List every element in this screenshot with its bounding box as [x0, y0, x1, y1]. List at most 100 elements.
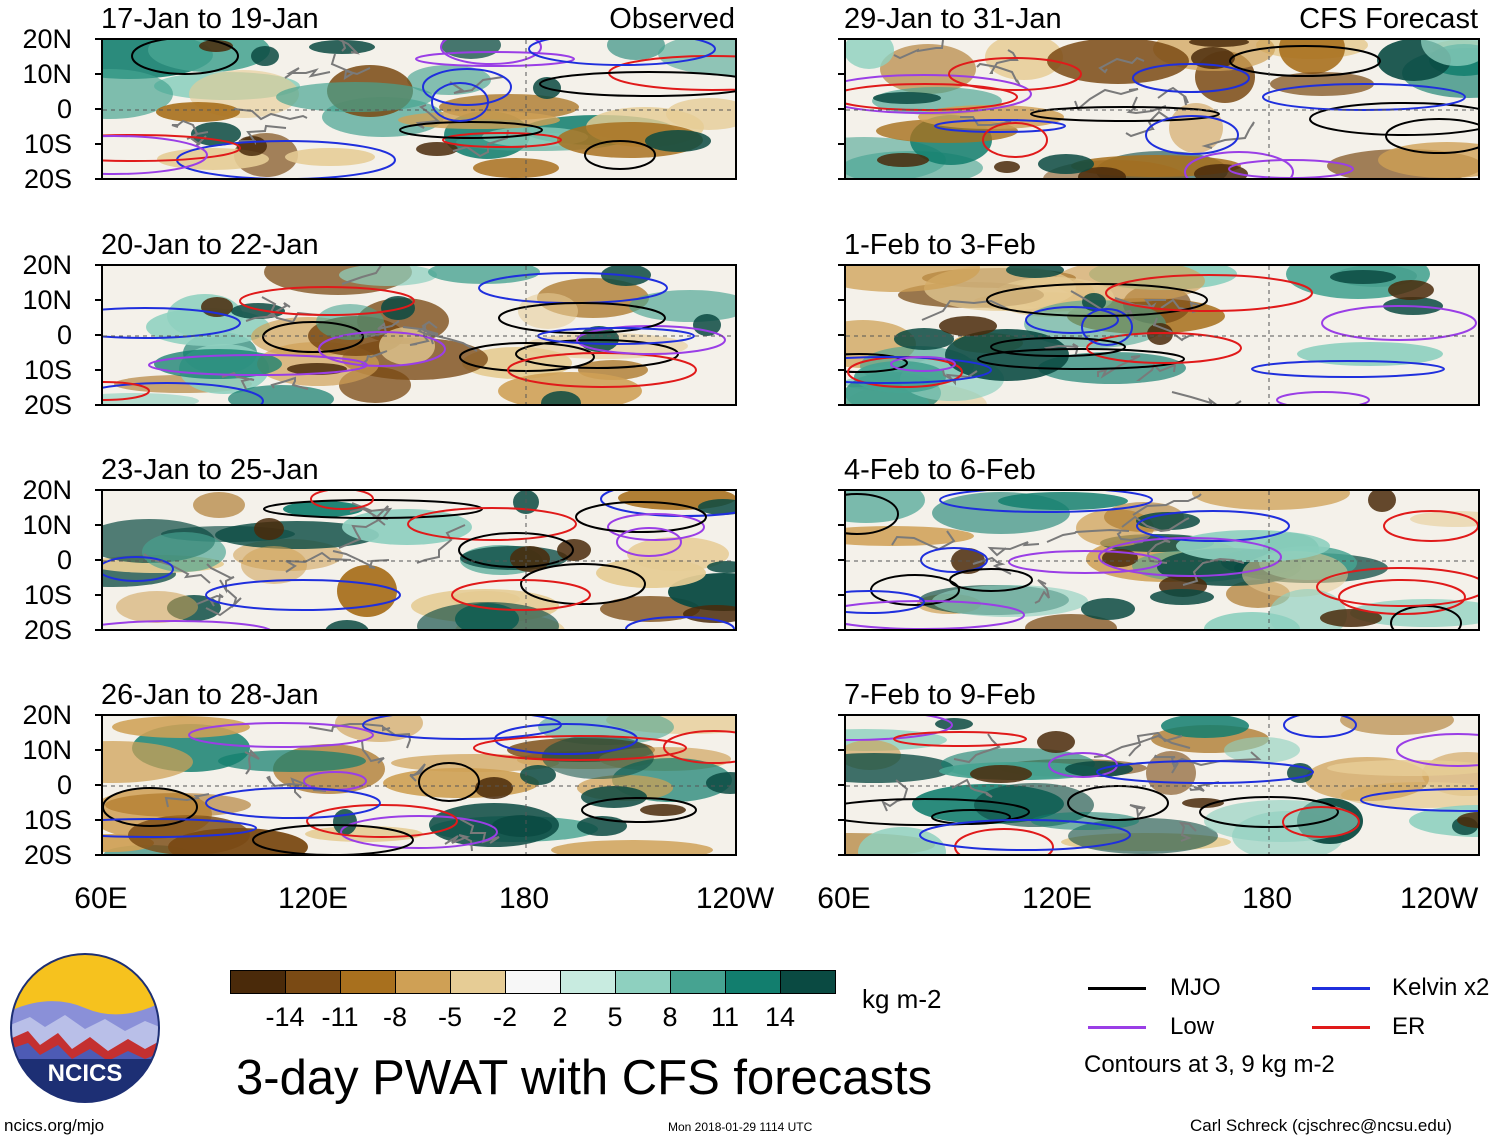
wave-contour — [205, 579, 401, 611]
wave-contour — [103, 134, 241, 162]
pwat-core — [1457, 812, 1478, 828]
wave-contour — [103, 556, 174, 582]
pwat-map — [103, 491, 735, 629]
legend-mjo-label: MJO — [1170, 974, 1221, 1001]
wave-contour — [1096, 760, 1314, 784]
latitude-label: 10S — [23, 129, 72, 159]
lat-tick — [838, 819, 844, 821]
wave-contour — [1145, 115, 1239, 155]
lat-tick — [838, 749, 844, 751]
wave-contour — [473, 735, 687, 761]
ncics-logo-icon: NCICS — [10, 953, 160, 1103]
legend-kelvin-line — [1312, 987, 1370, 990]
wave-contour — [103, 381, 150, 401]
wave-contour — [948, 57, 1082, 91]
latitude-label: 10N — [22, 735, 72, 765]
latitude-label: 0 — [56, 94, 72, 124]
lat-tick — [838, 108, 844, 110]
pwat-anomaly — [276, 82, 434, 112]
pwat-core — [939, 316, 997, 336]
pwat-core — [191, 122, 241, 146]
lat-tick — [95, 714, 101, 716]
wave-contour — [949, 568, 1033, 592]
coastline — [1097, 355, 1141, 379]
longitude-label: 120E — [1021, 882, 1093, 915]
wave-contour — [986, 283, 1208, 317]
colorbar-segment — [780, 970, 836, 994]
lat-tick — [95, 594, 101, 596]
coastline — [951, 778, 993, 798]
coastline — [196, 593, 224, 607]
wave-contour — [418, 762, 480, 802]
wave-contour — [584, 140, 656, 170]
map-panel[interactable] — [101, 714, 737, 856]
main-title: 3-day PWAT with CFS forecasts — [236, 1051, 933, 1105]
map-panel[interactable] — [844, 714, 1480, 856]
lat-tick — [95, 854, 101, 856]
pwat-anomaly — [846, 387, 929, 404]
coastline — [1129, 804, 1146, 819]
pwat-core — [1330, 270, 1396, 284]
coastline — [1153, 754, 1179, 774]
wave-contour — [520, 563, 646, 605]
wave-contour — [846, 353, 908, 373]
map-panel[interactable] — [101, 489, 737, 631]
pwat-anomaly — [339, 266, 437, 286]
wave-contour — [581, 797, 697, 823]
lat-tick — [838, 369, 844, 371]
pwat-core — [1189, 40, 1249, 47]
wave-contour — [539, 71, 735, 97]
longitude-label: 120E — [277, 882, 349, 915]
map-panel[interactable] — [844, 489, 1480, 631]
map-panel[interactable] — [101, 38, 737, 180]
coastline — [270, 376, 309, 390]
pwat-anomaly — [103, 741, 193, 783]
wave-contour — [846, 74, 1032, 114]
panel-title: 26-Jan to 28-Jan — [101, 679, 319, 711]
coastline — [444, 834, 473, 852]
pwat-anomaly — [846, 266, 980, 292]
lat-tick — [95, 819, 101, 821]
footer-timestamp: Mon 2018-01-29 1114 UTC — [668, 1120, 813, 1134]
wave-contour — [188, 722, 374, 748]
pwat-core — [645, 130, 711, 152]
lat-tick — [838, 264, 844, 266]
map-panel[interactable] — [844, 264, 1480, 406]
footer-url[interactable]: ncics.org/mjo — [4, 1116, 105, 1135]
pwat-anomaly — [932, 492, 1070, 534]
wave-contour — [103, 818, 257, 838]
pwat-anomaly — [116, 591, 198, 623]
pwat-anomaly — [441, 40, 501, 59]
wave-contour — [846, 356, 992, 384]
map-panel[interactable] — [101, 264, 737, 406]
lat-tick — [95, 108, 101, 110]
longitude-label: 120W — [1400, 882, 1479, 915]
colorbar-segment — [340, 970, 396, 994]
map-panel[interactable] — [844, 38, 1480, 180]
coastline — [332, 550, 390, 569]
pwat-anomaly — [600, 596, 700, 622]
pwat-core — [581, 786, 647, 808]
coastline — [1116, 531, 1150, 544]
logo-text: NCICS — [48, 1060, 123, 1087]
coastline — [1153, 317, 1194, 342]
wave-contour — [663, 730, 735, 764]
pwat-map — [846, 266, 1478, 404]
panel-source-label: CFS Forecast — [1299, 3, 1478, 35]
pwat-anomaly — [1340, 716, 1454, 735]
lat-tick — [95, 369, 101, 371]
wave-contour — [415, 51, 575, 67]
panel-title: 29-Jan to 31-Jan — [844, 3, 1062, 35]
longitude-label: 180 — [498, 882, 550, 915]
lat-tick — [838, 73, 844, 75]
coastline — [409, 763, 426, 782]
pwat-anomaly — [1192, 491, 1350, 510]
pwat-anomaly — [846, 526, 974, 546]
wave-contour — [870, 574, 960, 606]
pwat-core — [251, 46, 279, 66]
pwat-core — [873, 92, 941, 104]
pwat-core — [1194, 164, 1248, 178]
ncics-logo[interactable]: NCICS — [10, 953, 160, 1103]
pwat-map — [103, 266, 735, 404]
pwat-core — [698, 499, 735, 515]
